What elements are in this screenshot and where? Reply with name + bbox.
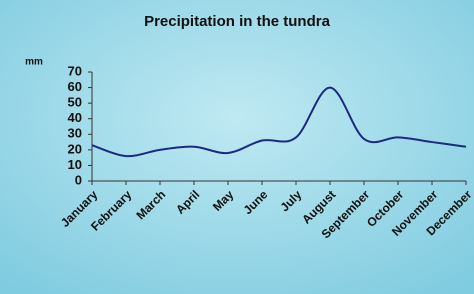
y-tick-label: 20 — [68, 141, 82, 156]
y-tick-label: 0 — [75, 172, 82, 187]
y-axis-label: mm — [25, 57, 43, 68]
y-tick-label: 10 — [68, 157, 82, 172]
y-tick-label: 30 — [68, 126, 82, 141]
y-tick-label: 60 — [68, 79, 82, 94]
y-tick-label: 70 — [68, 63, 82, 78]
chart-title: Precipitation in the tundra — [144, 13, 331, 30]
y-tick-label: 50 — [68, 95, 82, 110]
y-tick-label: 40 — [68, 110, 82, 125]
data-line — [91, 86, 467, 158]
